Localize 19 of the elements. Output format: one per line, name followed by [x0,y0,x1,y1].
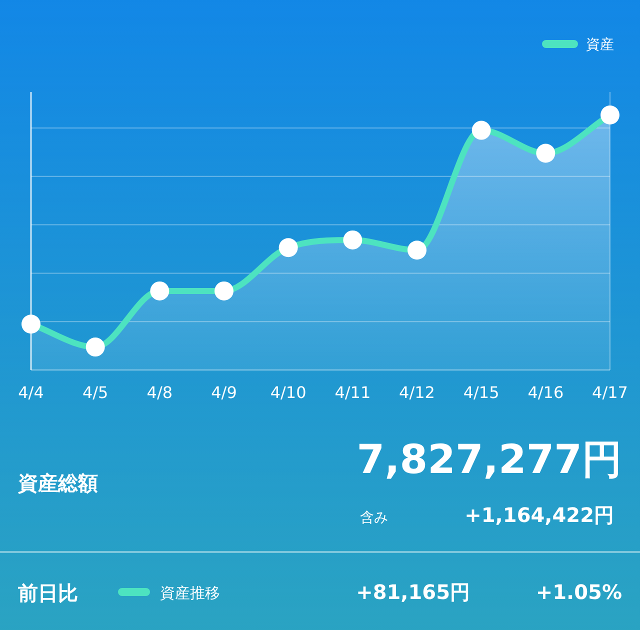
text: 含み [360,510,388,526]
x-tick-label: 4/10 [270,383,306,402]
legend-label: 資産 [586,37,614,53]
x-tick-label: 4/16 [528,383,564,402]
text: +1.05% [536,580,622,604]
text: +1,164,422円 [464,503,614,527]
text: 資産推移 [160,584,220,602]
x-tick-label: 4/9 [211,383,237,402]
text: 7,827,277円 [356,437,622,483]
x-tick-label: 4/4 [18,383,44,402]
x-tick-label: 4/12 [399,383,435,402]
text: 資産総額 [17,471,98,495]
x-tick-label: 4/11 [334,383,371,402]
text: 前日比 [17,581,78,605]
x-tick-label: 4/5 [82,383,108,402]
x-tick-label: 4/15 [463,383,500,402]
x-tick-label: 4/8 [146,383,173,402]
x-tick-label: 4/17 [592,383,628,402]
text: +81,165円 [356,580,470,604]
